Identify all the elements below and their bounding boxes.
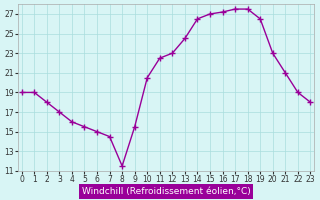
X-axis label: Windchill (Refroidissement éolien,°C): Windchill (Refroidissement éolien,°C) <box>82 187 251 196</box>
